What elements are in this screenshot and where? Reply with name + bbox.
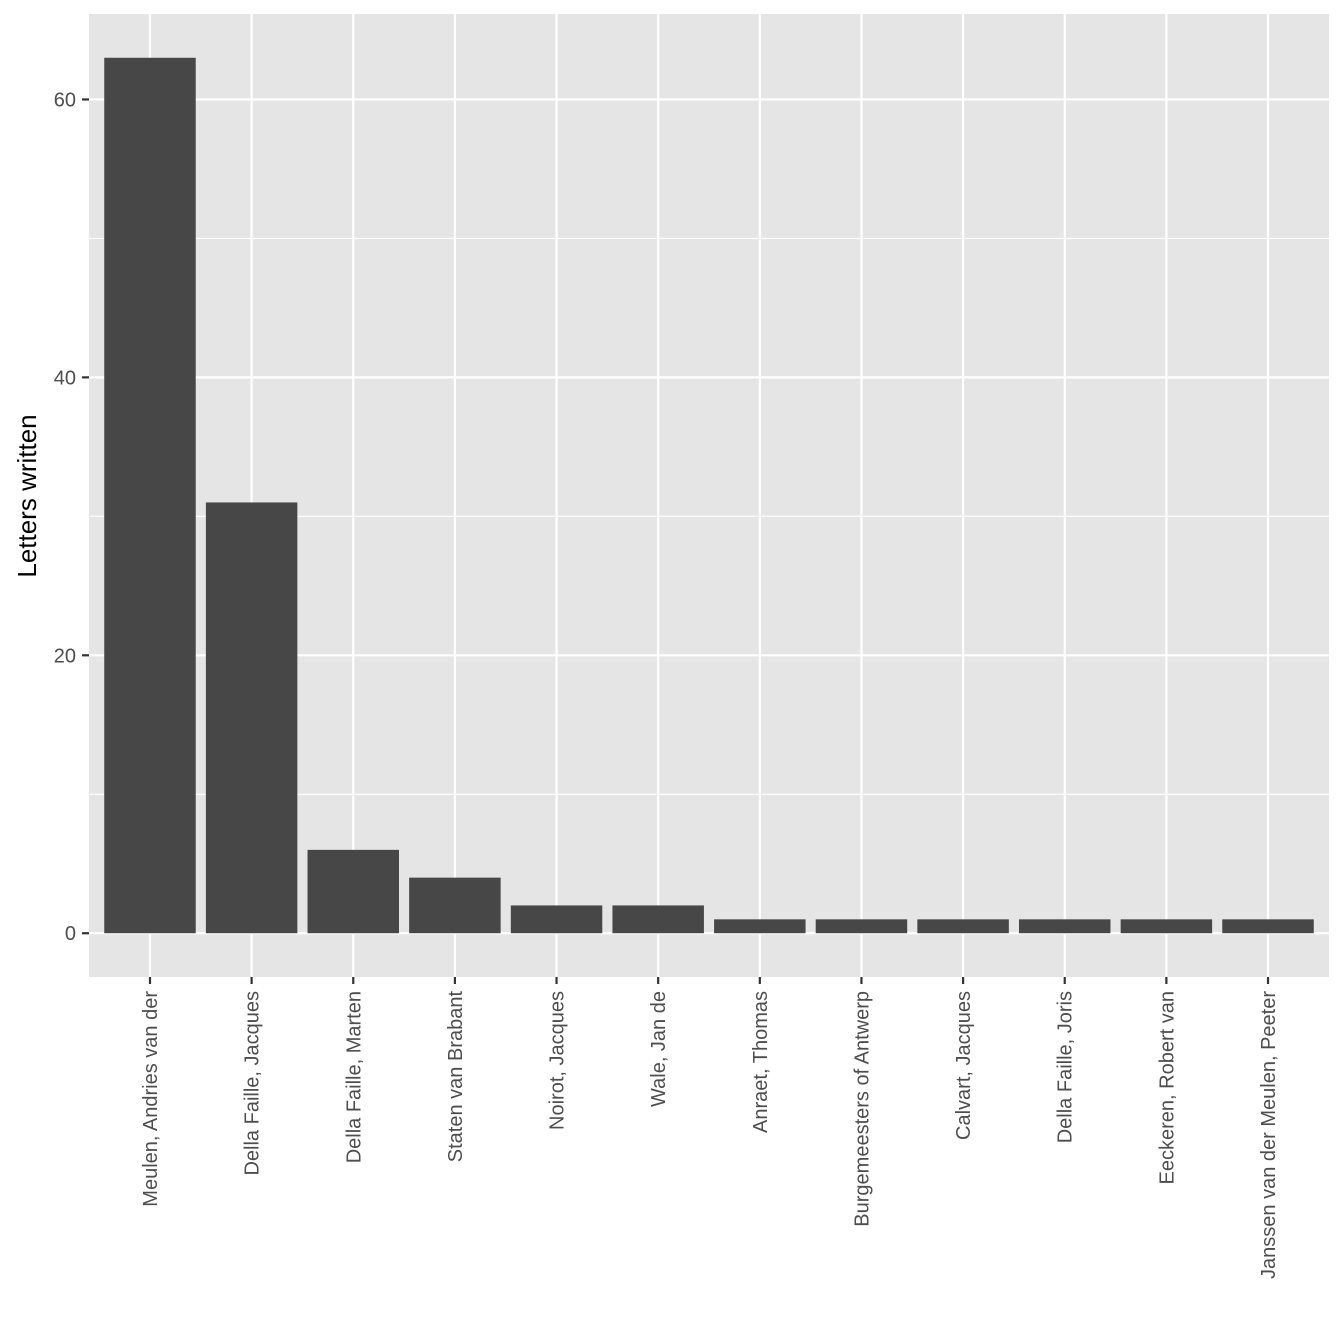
bar (612, 905, 704, 934)
x-tick-label: Janssen van der Meulen, Peeter (1258, 991, 1280, 1279)
x-tick-label: Calvart, Jacques (953, 991, 975, 1140)
bar (1120, 919, 1213, 934)
x-tick-label: Della Faille, Jacques (242, 991, 264, 1176)
y-tick-label: 20 (54, 645, 76, 667)
bar (714, 919, 806, 934)
x-axis: Meulen, Andries van der Della Faille, Jac… (140, 977, 1280, 1279)
x-tick-label: Anraet, Thomas (750, 991, 772, 1133)
y-tick-label: 0 (65, 923, 76, 945)
bar (1019, 919, 1111, 934)
y-tick-label: 60 (54, 89, 76, 111)
bars (104, 57, 1314, 934)
x-tick-label: Wale, Jan de (648, 991, 670, 1107)
x-tick-label: Eeckeren, Robert van (1156, 991, 1178, 1184)
bar (917, 919, 1009, 934)
x-tick-label: Meulen, Andries van der (140, 991, 162, 1207)
y-tick-label: 40 (54, 367, 76, 389)
bar (1222, 919, 1314, 934)
x-tick-label: Della Faille, Joris (1055, 991, 1077, 1143)
bar (104, 57, 196, 934)
bar (409, 877, 501, 934)
bar (205, 502, 298, 934)
bar (815, 919, 908, 934)
x-tick-label: Staten van Brabant (445, 991, 467, 1163)
bar (510, 905, 603, 934)
y-axis: 0 20 40 60 (54, 89, 89, 945)
bar (307, 849, 399, 934)
x-tick-label: Burgemeesters of Antwerp (851, 991, 873, 1227)
y-axis-title: Letters written (12, 414, 42, 577)
x-tick-label: Della Faille, Marten (343, 991, 365, 1163)
x-tick-label: Noirot, Jacques (547, 991, 569, 1130)
